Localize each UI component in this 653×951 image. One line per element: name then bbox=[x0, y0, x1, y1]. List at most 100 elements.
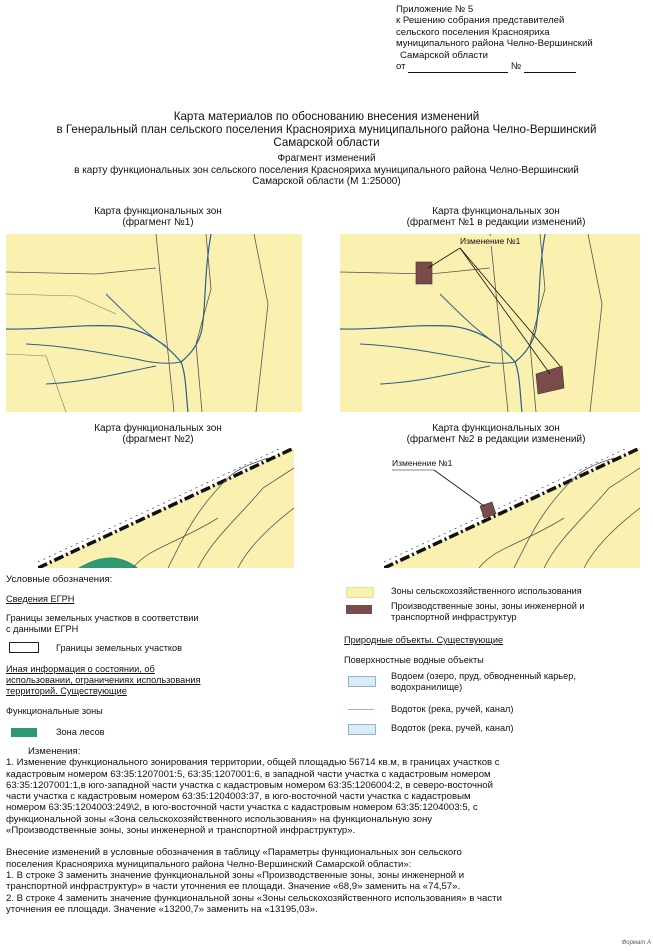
map3-parcel-line bbox=[197, 467, 294, 568]
legend-natural: Природные объекты. Существующие bbox=[344, 635, 504, 645]
map1-stream bbox=[6, 325, 189, 412]
legend-forest: Зона лесов bbox=[56, 727, 105, 737]
format-note: Формат А bbox=[621, 940, 652, 946]
legend-func-zones: Функциональные зоны bbox=[6, 706, 103, 716]
map2-callout-arrow bbox=[459, 247, 551, 375]
annex-number-blank bbox=[523, 61, 576, 74]
map3-fragment-2 bbox=[38, 448, 294, 568]
legend-forest-swatch bbox=[11, 728, 37, 737]
changes-p2-line-1: Внесение изменений в условные обозначени… bbox=[6, 847, 462, 859]
changes-p2-line-6: уточнения ее площади. Значение «13200,7»… bbox=[6, 903, 318, 915]
annex-line-4: муниципального района Челно-Вершинский bbox=[396, 38, 593, 50]
legend-other-info-line-3: территорий. Существующие bbox=[6, 686, 127, 696]
map2-stream bbox=[439, 293, 501, 347]
legend-industrial: Производственные зоны, зоны инженерной и… bbox=[391, 601, 585, 623]
map2-title-line-1: Карта функциональных зон bbox=[432, 206, 560, 217]
map2-parcel-line bbox=[489, 234, 509, 412]
map2-fragment-1-edited bbox=[340, 234, 640, 412]
map2-parcel-line bbox=[587, 234, 603, 412]
title-line-2: в Генеральный план сельского поселения К… bbox=[56, 123, 597, 136]
map4-title-line-1: Карта функциональных зон bbox=[432, 423, 560, 434]
legend-agri: Зоны сельскохозяйственного использования bbox=[391, 586, 582, 596]
changes-p1-line-6: функциональной зоны «Зона сельскохозяйст… bbox=[6, 813, 433, 825]
annex-date-line: от № bbox=[396, 61, 593, 74]
title-line-3: Самарской области bbox=[273, 136, 380, 149]
map4-parcel-line bbox=[513, 457, 615, 568]
map4-parcel-line bbox=[543, 467, 640, 568]
map1-parcel-line bbox=[6, 353, 67, 412]
annex-line-2: к Решению собрания представителей bbox=[396, 15, 565, 27]
map2-title-line-2: (фрагмент №1 в редакции изменений) bbox=[406, 217, 586, 229]
legend-reservoir: Водоем (озеро, пруд, обводненный карьер,… bbox=[391, 671, 576, 693]
map3-boundary-dots bbox=[38, 448, 282, 563]
map1-parcel-line bbox=[253, 234, 269, 412]
changes-p2-line-4: транспортной инфраструктур» в части уточ… bbox=[6, 881, 461, 893]
legend-other-info: Иная информация о состоянии, об использо… bbox=[6, 664, 200, 697]
map4-title: Карта функциональных зон (фрагмент №2 в … bbox=[376, 423, 616, 446]
legend-stream-line-swatch bbox=[348, 709, 374, 710]
map4-fragment-2-edited bbox=[384, 448, 640, 568]
map1-fragment-1 bbox=[6, 234, 302, 412]
map2-callout-label: Изменение №1 bbox=[458, 236, 523, 246]
map2-callout-arrow bbox=[459, 247, 561, 367]
legend-stream-area-swatch bbox=[348, 724, 376, 735]
map3-parcel-line bbox=[237, 507, 294, 568]
changes-p1-line-4: части участка с кадастровым номером 63:3… bbox=[6, 791, 471, 803]
legend-egrn-heading: Сведения ЕГРН bbox=[6, 594, 75, 604]
annex-date-prefix: от bbox=[396, 61, 406, 73]
annex-header: Приложение № 5 к Решению собрания предст… bbox=[396, 4, 593, 74]
map1-stream bbox=[25, 343, 182, 364]
map1-parcel-line bbox=[6, 293, 117, 315]
annex-number-label: № bbox=[510, 61, 522, 73]
changes-section: Изменения: 1. Изменение функционального … bbox=[6, 746, 646, 915]
map4-parcel-line bbox=[478, 517, 565, 568]
legend-egrn-bounds: Границы земельных участков в соответстви… bbox=[6, 613, 199, 635]
legend-industrial-line-2: транспортной инфраструктур bbox=[391, 612, 517, 622]
legend-reservoir-swatch bbox=[348, 676, 376, 687]
legend-industrial-line-1: Производственные зоны, зоны инженерной и bbox=[391, 601, 585, 611]
map1-parcel-line bbox=[155, 234, 175, 412]
changes-p1-line-1: 1. Изменение функционального зонирования… bbox=[6, 757, 500, 769]
map2-change-area-2 bbox=[535, 365, 565, 395]
map2-callout-arrow bbox=[427, 247, 461, 269]
map4-callout-label: Изменение №1 bbox=[392, 458, 453, 468]
map1-title-line-1: Карта функциональных зон bbox=[94, 206, 222, 217]
changes-p2-line-5: 2. В строке 4 заменить значение функцион… bbox=[6, 892, 502, 904]
map1-agri-zone bbox=[6, 234, 302, 412]
map2-stream bbox=[514, 234, 546, 363]
paragraph-gap bbox=[6, 836, 646, 847]
map4-callout-arrow bbox=[433, 469, 485, 507]
legend-agri-swatch bbox=[346, 587, 374, 598]
title-line-1: Карта материалов по обоснованию внесения… bbox=[173, 110, 480, 123]
map2-stream bbox=[379, 365, 491, 385]
legend-reservoir-line-2: водохранилище) bbox=[391, 682, 463, 692]
changes-p2-line-2: поселения Краснояриха муниципального рай… bbox=[6, 858, 412, 870]
map1-stream bbox=[45, 365, 157, 385]
map3-title-line-1: Карта функциональных зон bbox=[94, 423, 222, 434]
legend-parcel-swatch bbox=[9, 642, 39, 653]
map4-rail-line bbox=[384, 448, 640, 568]
map3-rail-line bbox=[38, 448, 294, 568]
changes-heading: Изменения: bbox=[28, 746, 81, 757]
legend-other-info-line-1: Иная информация о состоянии, об bbox=[6, 664, 155, 674]
map3-title-line-2: (фрагмент №2) bbox=[122, 434, 194, 446]
changes-p1-line-2: кадастровым номером 63:35:1207001:5, 63:… bbox=[6, 768, 491, 780]
document-title: Карта материалов по обоснованию внесения… bbox=[0, 110, 653, 149]
map1-title-line-2: (фрагмент №1) bbox=[122, 217, 194, 229]
legend-heading: Условные обозначения: bbox=[6, 574, 113, 585]
annex-line-3: сельского поселения Краснояриха bbox=[396, 26, 550, 38]
legend-reservoir-line-1: Водоем (озеро, пруд, обводненный карьер, bbox=[391, 671, 576, 681]
legend-egrn-bounds-line-2: с данными ЕГРН bbox=[6, 624, 79, 634]
annex-line-5: Самарской области bbox=[400, 49, 488, 61]
legend-industrial-swatch bbox=[346, 605, 372, 614]
subtitle-line-2: в карту функциональных зон сельского пос… bbox=[74, 164, 579, 176]
annex-date-blank bbox=[408, 61, 509, 74]
map3-parcel-line bbox=[167, 457, 269, 568]
changes-p1-line-3: 63:35:1207001:1,в юго-западной части уча… bbox=[6, 779, 493, 791]
annex-line-1: Приложение № 5 bbox=[396, 4, 474, 15]
legend-stream-line: Водоток (река, ручей, канал) bbox=[391, 704, 514, 714]
map2-stream bbox=[359, 343, 516, 364]
changes-p1-line-5: номером 63:35:1204003:249\2, в юго-восто… bbox=[6, 802, 478, 814]
map2-change-area-1 bbox=[415, 261, 433, 285]
legend-parcel-bounds: Границы земельных участков bbox=[56, 643, 183, 653]
